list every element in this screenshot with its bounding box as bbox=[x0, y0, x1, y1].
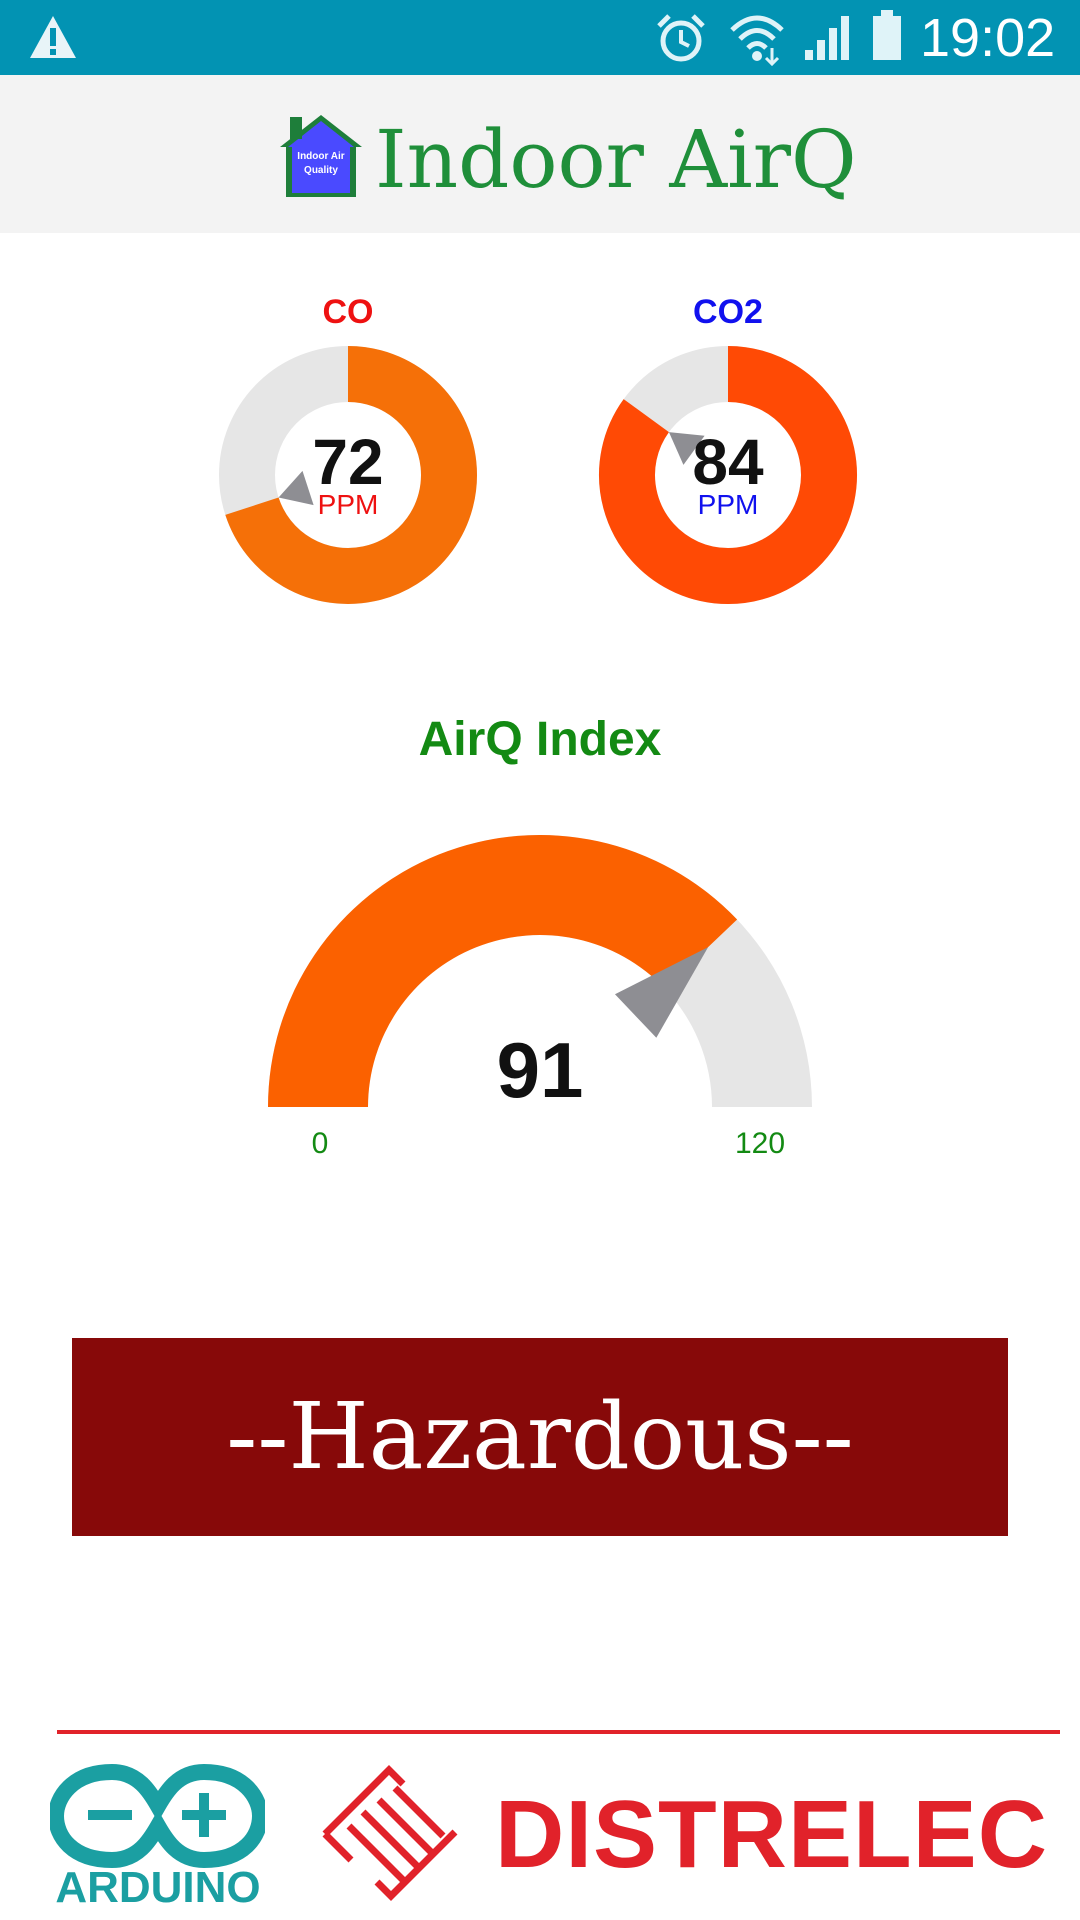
co2-gauge-fill bbox=[599, 346, 857, 604]
co-donut-gauge bbox=[219, 346, 477, 604]
co-unit: PPM bbox=[317, 489, 379, 520]
alarm-icon bbox=[657, 14, 705, 62]
co2-value: 84 bbox=[692, 426, 764, 498]
logo-text-line1: Indoor Air bbox=[297, 151, 345, 162]
status-bar: 19:02 bbox=[0, 0, 1080, 75]
app-title: Indoor AirQ bbox=[375, 113, 857, 206]
co-value: 72 bbox=[312, 426, 384, 498]
co-gauge-fill bbox=[225, 346, 477, 604]
app-header: Indoor Air Quality Indoor AirQ bbox=[0, 75, 1080, 233]
airq-index-gauge bbox=[268, 835, 812, 1107]
airq-gauge-needle bbox=[614, 947, 709, 1038]
airq-index-title: AirQ Index bbox=[418, 713, 662, 766]
co2-gauge-needle bbox=[668, 432, 705, 465]
co2-unit: PPM bbox=[697, 489, 759, 520]
arduino-logo-text: ARDUINO bbox=[55, 1863, 260, 1910]
signal-icon bbox=[805, 16, 849, 60]
airq-min-label: 0 bbox=[311, 1127, 329, 1160]
battery-icon bbox=[873, 10, 901, 60]
house-logo-icon: Indoor Air Quality bbox=[280, 115, 362, 197]
co-gauge-needle bbox=[278, 470, 314, 506]
airq-max-label: 120 bbox=[734, 1127, 786, 1160]
footer-divider bbox=[57, 1730, 1060, 1734]
logo-text-line2: Quality bbox=[304, 165, 338, 176]
status-time: 19:02 bbox=[920, 8, 1056, 68]
arduino-logo-icon: ARDUINO bbox=[50, 1763, 265, 1910]
distrelec-logo-text: DISTRELEC bbox=[495, 1781, 1049, 1888]
airq-index-value: 91 bbox=[496, 1026, 584, 1114]
air-quality-status-banner: --Hazardous-- bbox=[72, 1338, 1008, 1536]
co2-donut-gauge bbox=[599, 346, 857, 604]
co2-gauge-label: CO2 bbox=[693, 293, 763, 331]
air-quality-status-text: --Hazardous-- bbox=[226, 1383, 854, 1490]
warning-icon bbox=[30, 16, 76, 58]
wifi-icon bbox=[730, 15, 784, 66]
airq-gauge-fill bbox=[268, 835, 738, 1107]
co-gauge-label: CO bbox=[322, 293, 374, 331]
distrelec-mark-icon bbox=[322, 1765, 458, 1901]
